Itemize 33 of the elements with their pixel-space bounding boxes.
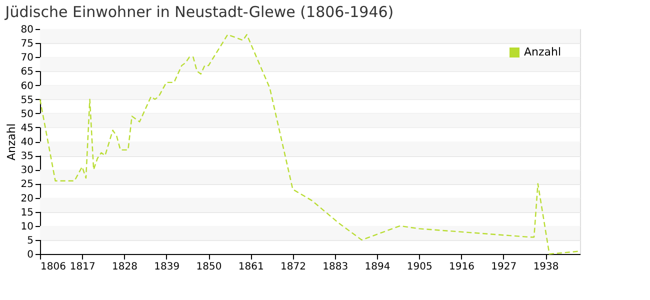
- y-tick-label: 75: [20, 38, 34, 50]
- y-tick-label: 40: [20, 137, 34, 148]
- y-tick-label: 65: [20, 66, 34, 78]
- x-tick-label: 1883: [322, 262, 348, 272]
- y-tick-label: 0: [27, 250, 34, 260]
- y-tick-label: 50: [20, 108, 34, 120]
- y-axis-title: Anzahl: [4, 123, 18, 161]
- x-tick-label: 1817: [70, 262, 96, 272]
- y-tick-label: 80: [20, 24, 34, 36]
- x-tick-label: 1916: [449, 262, 475, 272]
- y-tick-label: 55: [20, 94, 34, 106]
- y-tick-label: 70: [20, 52, 34, 64]
- x-tick-label: 1828: [112, 262, 138, 272]
- x-tick-label: 1806: [40, 262, 66, 272]
- x-tick-label: 1927: [491, 262, 517, 272]
- y-tick-label: 15: [20, 207, 34, 218]
- y-tick-label: 25: [20, 179, 34, 190]
- legend-label: Anzahl: [524, 46, 562, 58]
- y-tick-label: 5: [27, 235, 34, 246]
- x-tick-label: 1850: [196, 262, 222, 272]
- x-tick-label: 1938: [533, 262, 559, 272]
- y-tick-label: 60: [20, 80, 34, 92]
- y-tick-label: 10: [20, 221, 34, 232]
- x-tick-label: 1905: [406, 262, 432, 272]
- y-tick-label: 30: [20, 165, 34, 176]
- x-tick-label: 1861: [238, 262, 264, 272]
- y-tick-label: 45: [20, 122, 34, 134]
- y-tick-label: 20: [20, 193, 34, 204]
- y-tick-label: 35: [20, 151, 34, 162]
- chart-title: Jüdische Einwohner in Neustadt-Glewe (1806-1946): [4, 3, 394, 21]
- x-tick-label: 1872: [280, 262, 306, 272]
- x-tick-label: 1894: [364, 262, 390, 272]
- x-tick-label: 1839: [154, 262, 180, 272]
